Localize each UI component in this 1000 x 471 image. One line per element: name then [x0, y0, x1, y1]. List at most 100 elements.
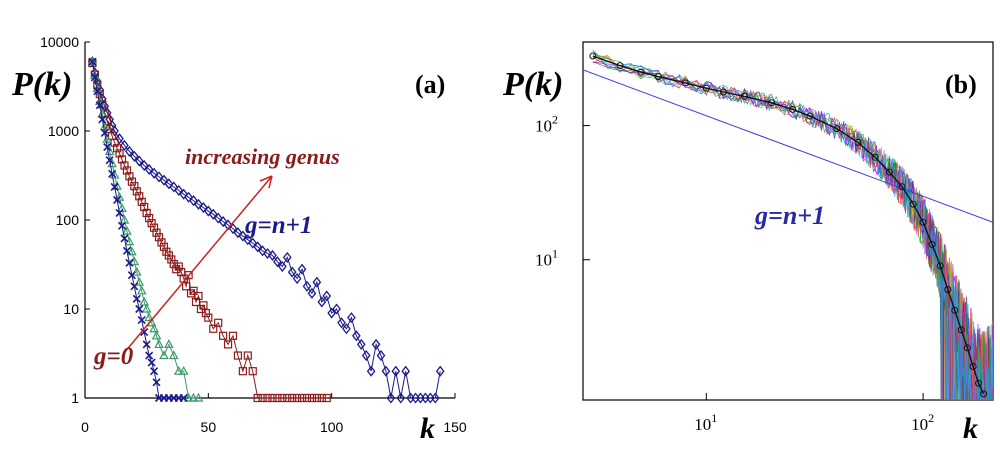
panel-a-label: (a): [415, 70, 445, 99]
panel-a-data-point: [213, 212, 223, 224]
panel-a-data-point: [164, 178, 174, 190]
panel-a-data-point: [137, 197, 146, 206]
panel-b-xlabel: k: [963, 412, 978, 445]
panel-b-fit-line: [583, 69, 993, 223]
panel-a-data-point: [179, 188, 188, 200]
panel-a-ytick-label: 1: [71, 390, 79, 406]
panel-a-data-point: [199, 301, 208, 310]
panel-b-mean-curve: [592, 55, 985, 395]
panel-a-data-point: [141, 303, 152, 313]
panel-a-data-point: [189, 286, 198, 295]
panel-a-ytick-label: 10000: [40, 34, 79, 50]
panel-a-data-point: [208, 208, 218, 220]
panel-a-data-point: [268, 393, 277, 403]
panel-a-data-point: [253, 393, 262, 403]
panel-a-xtick-label: 150: [443, 419, 467, 435]
panel-a-data-point: [258, 393, 267, 403]
panel-a-data-point: [263, 247, 272, 260]
panel-a-data-point: [99, 121, 110, 131]
panel-a-data-point: [144, 312, 154, 322]
panel-a-data-point: [401, 365, 410, 377]
panel-b-simulation-run: [592, 57, 993, 400]
panel-a-data-point: [157, 238, 166, 247]
panel-a-data-point: [90, 73, 99, 82]
panel-a-data-point: [125, 172, 134, 181]
panel-a-data-point: [307, 393, 317, 403]
panel-a-data-point: [292, 272, 302, 285]
panel-b-mean-point: [681, 79, 689, 87]
panel-a-data-point: [147, 358, 156, 367]
panel-b-mean-point: [928, 240, 936, 248]
panel-a-data-point: [263, 393, 272, 403]
g-n-plus-1-label-b: g=n+1: [754, 201, 825, 230]
panel-a-data-point: [219, 331, 228, 340]
panel-a-data-point: [352, 330, 361, 342]
panel-a-data-point: [159, 242, 169, 251]
panel-b-plot-area: [583, 49, 993, 400]
panel-a-data-point: [144, 163, 154, 175]
panel-a-data-point: [88, 57, 97, 66]
panel-a-data-point: [302, 280, 312, 292]
panel-a-data-point: [164, 339, 174, 349]
panel-b-xtick-label: 101: [694, 411, 717, 434]
panel-a-data-point: [172, 265, 181, 274]
panel-b-simulation-run: [592, 49, 993, 400]
panel-b-mean-point: [886, 168, 893, 176]
g-n-plus-1-label-a: g=n+1: [244, 212, 312, 239]
panel-a-ticks: 1 10 100 1000 10000 0 50 100 150: [40, 34, 467, 435]
panel-a-xtick-label: 100: [320, 419, 344, 435]
panel-a-data-point: [122, 246, 131, 255]
panel-b-mean-point: [854, 138, 862, 146]
panel-a-data-point: [149, 223, 159, 232]
panel-a-data-point: [278, 393, 287, 403]
panel-a-data-point: [115, 149, 124, 158]
panel-a-data-point: [238, 367, 247, 376]
panel-b-mean-point: [654, 73, 662, 81]
panel-a-data-point: [100, 128, 109, 138]
panel-a-data-point: [115, 133, 124, 145]
panel-a-data-point: [173, 365, 184, 375]
panel-a-data-point: [361, 349, 371, 362]
panel-b-ytick-base: 10: [535, 251, 552, 270]
panel-a-data-point: [169, 259, 178, 269]
panel-a-data-point: [396, 392, 406, 404]
panel-a-data-point: [366, 365, 376, 377]
panel-a-data-point: [135, 304, 144, 314]
panel-a-data-point: [293, 393, 302, 403]
panel-a-data-point: [154, 233, 164, 242]
panel-a-data-point: [183, 392, 194, 402]
panel-a-data-point: [193, 392, 204, 402]
panel-a-data-point: [167, 255, 176, 264]
panel-b-mean-point: [898, 183, 906, 191]
panel-a-data-point: [223, 340, 233, 349]
panel-b-mean-point: [936, 262, 944, 270]
panel-a-data-point: [342, 323, 351, 335]
panel-a-ytick-label: 1000: [48, 123, 79, 139]
panel-b-mean-point: [957, 326, 965, 334]
panel-a-data-point: [243, 351, 252, 360]
panel-a-data-point: [152, 228, 161, 237]
panel-a-data-point: [130, 282, 139, 291]
panel-a-data-point: [228, 223, 238, 235]
panel-a-data-point: [188, 392, 199, 402]
panel-a-data-point: [134, 155, 144, 167]
panel-a-data-point: [120, 161, 129, 170]
panel-a-data-point: [199, 201, 208, 214]
panel-a-data-point: [233, 351, 243, 360]
panel-a: 1 10 100 1000 10000 0 50 100 150 P(k) (a) k incr…: [11, 34, 467, 445]
panel-b-mean-point: [720, 88, 727, 96]
g-zero-label: g=0: [93, 343, 134, 370]
panel-a-data-point: [159, 350, 169, 360]
panel-a-data-point: [151, 330, 162, 340]
panel-a-data-point: [174, 262, 183, 271]
panel-a-data-point: [258, 245, 267, 257]
panel-b-mean-point: [975, 379, 982, 387]
panel-a-data-point: [253, 241, 262, 253]
panel-b-series-group: [583, 49, 993, 400]
panel-a-data-point: [125, 258, 134, 267]
panel-a-data-point: [297, 393, 307, 403]
panel-b-xtick-exp: 2: [928, 411, 934, 425]
panel-a-data-point: [130, 182, 139, 191]
increasing-genus-arrow: [123, 175, 273, 354]
panel-a-data-point: [115, 208, 124, 218]
